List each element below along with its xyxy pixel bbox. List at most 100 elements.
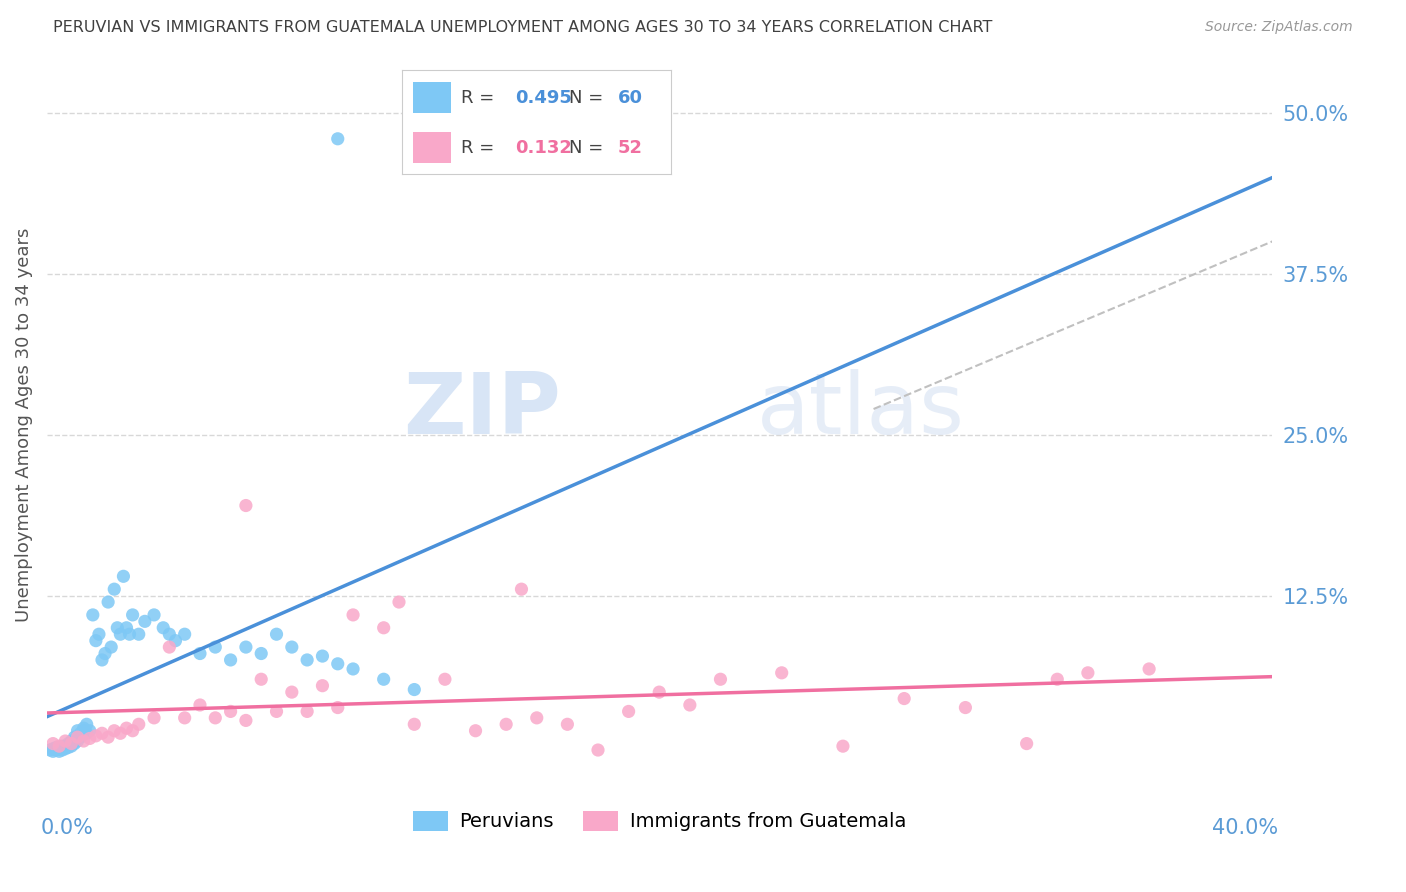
- Point: [42, 744, 65, 758]
- Point: [266, 705, 288, 719]
- Point: [91, 653, 114, 667]
- Point: [103, 723, 125, 738]
- Point: [281, 640, 304, 654]
- Point: [295, 705, 318, 719]
- Point: [66, 730, 89, 744]
- Point: [770, 665, 793, 680]
- Point: [955, 700, 977, 714]
- Text: 0.0%: 0.0%: [41, 818, 94, 838]
- Point: [893, 691, 915, 706]
- Point: [100, 640, 122, 654]
- Point: [51, 743, 73, 757]
- Point: [311, 679, 333, 693]
- Point: [42, 737, 65, 751]
- Point: [266, 627, 288, 641]
- Point: [250, 672, 273, 686]
- Point: [373, 672, 395, 686]
- Point: [388, 595, 411, 609]
- Point: [63, 737, 86, 751]
- Point: [281, 685, 304, 699]
- Text: ZIP: ZIP: [404, 368, 561, 452]
- Point: [173, 711, 195, 725]
- Point: [510, 582, 533, 597]
- Point: [48, 744, 70, 758]
- Point: [326, 132, 349, 146]
- Point: [82, 607, 104, 622]
- Point: [45, 743, 67, 757]
- Point: [1137, 662, 1160, 676]
- Point: [143, 711, 166, 725]
- Point: [342, 662, 364, 676]
- Point: [557, 717, 579, 731]
- Point: [60, 737, 83, 751]
- Point: [63, 730, 86, 744]
- Point: [134, 615, 156, 629]
- Point: [115, 621, 138, 635]
- Point: [128, 627, 150, 641]
- Point: [84, 633, 107, 648]
- Point: [60, 739, 83, 754]
- Point: [617, 705, 640, 719]
- Point: [1015, 737, 1038, 751]
- Point: [53, 734, 76, 748]
- Point: [58, 740, 80, 755]
- Point: [48, 739, 70, 754]
- Point: [219, 653, 242, 667]
- Point: [72, 734, 94, 748]
- Point: [188, 698, 211, 712]
- Point: [1077, 665, 1099, 680]
- Point: [79, 723, 101, 738]
- Text: atlas: atlas: [758, 368, 965, 452]
- Point: [121, 723, 143, 738]
- Text: 40.0%: 40.0%: [1212, 818, 1278, 838]
- Text: PERUVIAN VS IMMIGRANTS FROM GUATEMALA UNEMPLOYMENT AMONG AGES 30 TO 34 YEARS COR: PERUVIAN VS IMMIGRANTS FROM GUATEMALA UN…: [53, 20, 993, 35]
- Point: [97, 730, 120, 744]
- Point: [648, 685, 671, 699]
- Point: [58, 737, 80, 751]
- Point: [464, 723, 486, 738]
- Point: [60, 734, 83, 748]
- Point: [72, 723, 94, 738]
- Point: [832, 739, 855, 754]
- Point: [709, 672, 731, 686]
- Point: [53, 741, 76, 756]
- Point: [79, 731, 101, 746]
- Point: [69, 730, 91, 744]
- Point: [87, 627, 110, 641]
- Point: [121, 607, 143, 622]
- Point: [69, 726, 91, 740]
- Point: [45, 740, 67, 755]
- Point: [94, 647, 117, 661]
- Point: [295, 653, 318, 667]
- Point: [433, 672, 456, 686]
- Point: [173, 627, 195, 641]
- Point: [110, 627, 132, 641]
- Point: [72, 721, 94, 735]
- Point: [219, 705, 242, 719]
- Point: [110, 726, 132, 740]
- Point: [157, 640, 180, 654]
- Point: [97, 595, 120, 609]
- Point: [66, 723, 89, 738]
- Point: [311, 649, 333, 664]
- Point: [152, 621, 174, 635]
- Y-axis label: Unemployment Among Ages 30 to 34 years: Unemployment Among Ages 30 to 34 years: [15, 228, 32, 623]
- Point: [342, 607, 364, 622]
- Point: [53, 739, 76, 754]
- Point: [39, 743, 62, 757]
- Point: [143, 607, 166, 622]
- Point: [326, 700, 349, 714]
- Point: [103, 582, 125, 597]
- Point: [188, 647, 211, 661]
- Point: [105, 621, 128, 635]
- Point: [586, 743, 609, 757]
- Point: [66, 734, 89, 748]
- Point: [204, 640, 226, 654]
- Point: [115, 721, 138, 735]
- Point: [1046, 672, 1069, 686]
- Text: Source: ZipAtlas.com: Source: ZipAtlas.com: [1205, 20, 1353, 34]
- Point: [48, 741, 70, 756]
- Point: [679, 698, 702, 712]
- Point: [42, 741, 65, 756]
- Point: [526, 711, 548, 725]
